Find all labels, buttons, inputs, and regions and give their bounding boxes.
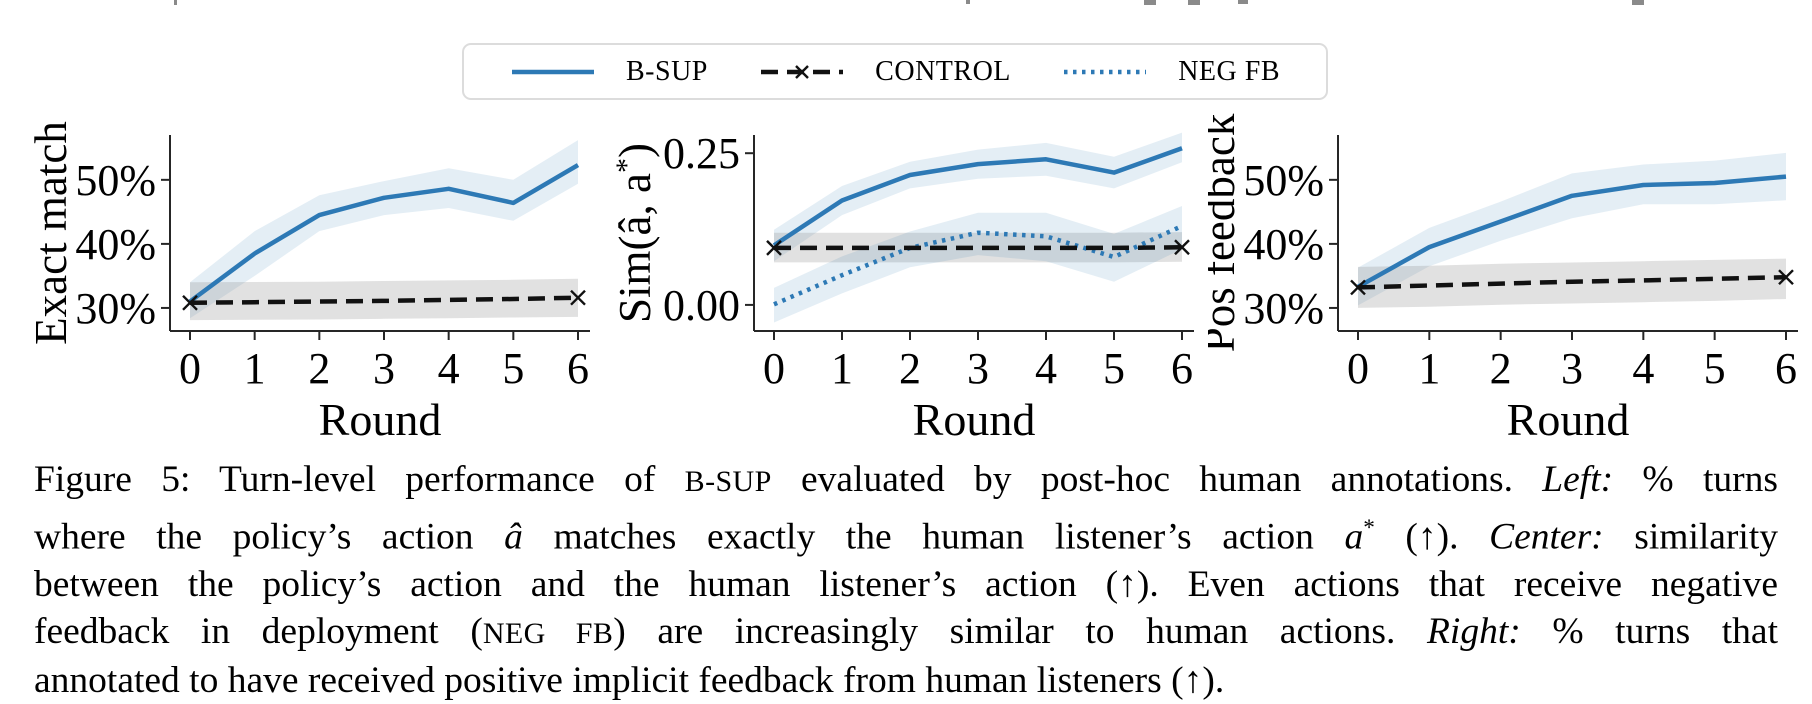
legend-item-negfb: NEG FB xyxy=(1062,56,1280,88)
caption-run: Center: xyxy=(1489,516,1604,558)
caption-run: Left: xyxy=(1542,459,1614,500)
svg-text:4: 4 xyxy=(1035,344,1057,393)
caption-run: where the policy’s action xyxy=(34,516,505,558)
svg-text:0: 0 xyxy=(179,344,201,393)
caption-run: matches exactly the human listener’s act… xyxy=(522,516,1345,558)
caption-run: * xyxy=(1363,515,1375,541)
caption-run: % turns that xyxy=(1520,610,1778,652)
svg-text:0: 0 xyxy=(763,344,785,393)
svg-text:50%: 50% xyxy=(1243,156,1324,205)
caption-run: similarity xyxy=(1603,516,1778,558)
svg-text:0.00: 0.00 xyxy=(663,281,740,330)
caption-run: % turns xyxy=(1613,459,1778,500)
caption-line-3: between the policy’s action and the huma… xyxy=(34,561,1778,608)
caption-run: (↑). xyxy=(1374,516,1490,558)
svg-text:50%: 50% xyxy=(75,156,156,205)
bsup-line-sample-icon xyxy=(512,69,594,74)
svg-text:3: 3 xyxy=(967,344,989,393)
chart-exact-match: 0 1 2 3 4 5 6 30% 40% 50% Round Exact match xyxy=(0,112,604,452)
caption-line-2: where the policy’s action â matches exac… xyxy=(34,505,1778,561)
svg-text:6: 6 xyxy=(1171,344,1193,393)
svg-text:6: 6 xyxy=(1775,344,1797,393)
caption-run: annotated to have received positive impl… xyxy=(34,659,1225,701)
legend-item-control: CONTROL xyxy=(759,56,1011,88)
svg-text:0: 0 xyxy=(1347,344,1369,393)
legend-item-bsup: B-SUP xyxy=(510,56,708,88)
svg-text:2: 2 xyxy=(899,344,921,393)
svg-text:6: 6 xyxy=(567,344,589,393)
caption-run: â xyxy=(504,516,523,558)
svg-text:40%: 40% xyxy=(75,220,156,269)
svg-text:Sim(â, a*): Sim(â, a*) xyxy=(610,143,660,323)
svg-text:3: 3 xyxy=(373,344,395,393)
svg-text:40%: 40% xyxy=(1243,220,1324,269)
caption-run: evaluated by post-hoc human annotations. xyxy=(771,459,1543,500)
caption-run: Right: xyxy=(1427,610,1521,652)
caption-line-1: Figure 5: Turn-level performance of B-SU… xyxy=(34,456,1778,505)
caption-run: Figure 5: Turn-level performance of xyxy=(34,459,685,500)
caption-run: NEG FB xyxy=(482,616,614,650)
legend-label-negfb: NEG FB xyxy=(1178,55,1280,87)
svg-text:Round: Round xyxy=(319,394,442,445)
caption-run: between the policy’s action and the huma… xyxy=(34,563,1778,605)
svg-text:0.25: 0.25 xyxy=(663,129,740,178)
control-line-sample-icon xyxy=(761,64,844,79)
plot-legend: B-SUP CONTROL NEG FB xyxy=(462,43,1328,100)
svg-text:2: 2 xyxy=(1490,344,1512,393)
svg-text:5: 5 xyxy=(1103,344,1125,393)
caption-line-5: annotated to have received positive impl… xyxy=(34,657,1778,704)
svg-text:Exact match: Exact match xyxy=(26,121,76,345)
svg-text:4: 4 xyxy=(438,344,460,393)
caption-run: ) are increasingly similar to human acti… xyxy=(613,610,1427,652)
cropped-text-artifact xyxy=(0,0,1812,6)
svg-text:Round: Round xyxy=(913,394,1036,445)
svg-text:3: 3 xyxy=(1561,344,1583,393)
chart-pos-feedback: 0 1 2 3 4 5 6 30% 40% 50% Round Pos feedback xyxy=(1208,112,1812,452)
legend-label-bsup: B-SUP xyxy=(626,55,708,87)
svg-text:5: 5 xyxy=(1704,344,1726,393)
svg-text:1: 1 xyxy=(244,344,266,393)
caption-run: a xyxy=(1344,516,1364,558)
svg-text:Pos feedback: Pos feedback xyxy=(1208,113,1244,352)
chart-similarity: 0 1 2 3 4 5 6 0.00 0.25 Round Sim(â, a*) xyxy=(604,112,1208,452)
negfb-line-sample-icon xyxy=(1064,69,1147,74)
legend-label-control: CONTROL xyxy=(875,55,1011,87)
svg-text:30%: 30% xyxy=(1243,284,1324,333)
caption-run: feedback in deployment ( xyxy=(34,610,483,652)
svg-text:Round: Round xyxy=(1507,394,1630,445)
svg-text:1: 1 xyxy=(831,344,853,393)
svg-text:2: 2 xyxy=(308,344,330,393)
svg-text:4: 4 xyxy=(1632,344,1654,393)
figure-caption: Figure 5: Turn-level performance of B-SU… xyxy=(34,456,1778,704)
svg-text:1: 1 xyxy=(1418,344,1440,393)
svg-text:30%: 30% xyxy=(75,284,156,333)
caption-line-4: feedback in deployment (NEG FB) are incr… xyxy=(34,608,1778,657)
caption-run: B-SUP xyxy=(684,465,772,498)
svg-text:5: 5 xyxy=(502,344,524,393)
